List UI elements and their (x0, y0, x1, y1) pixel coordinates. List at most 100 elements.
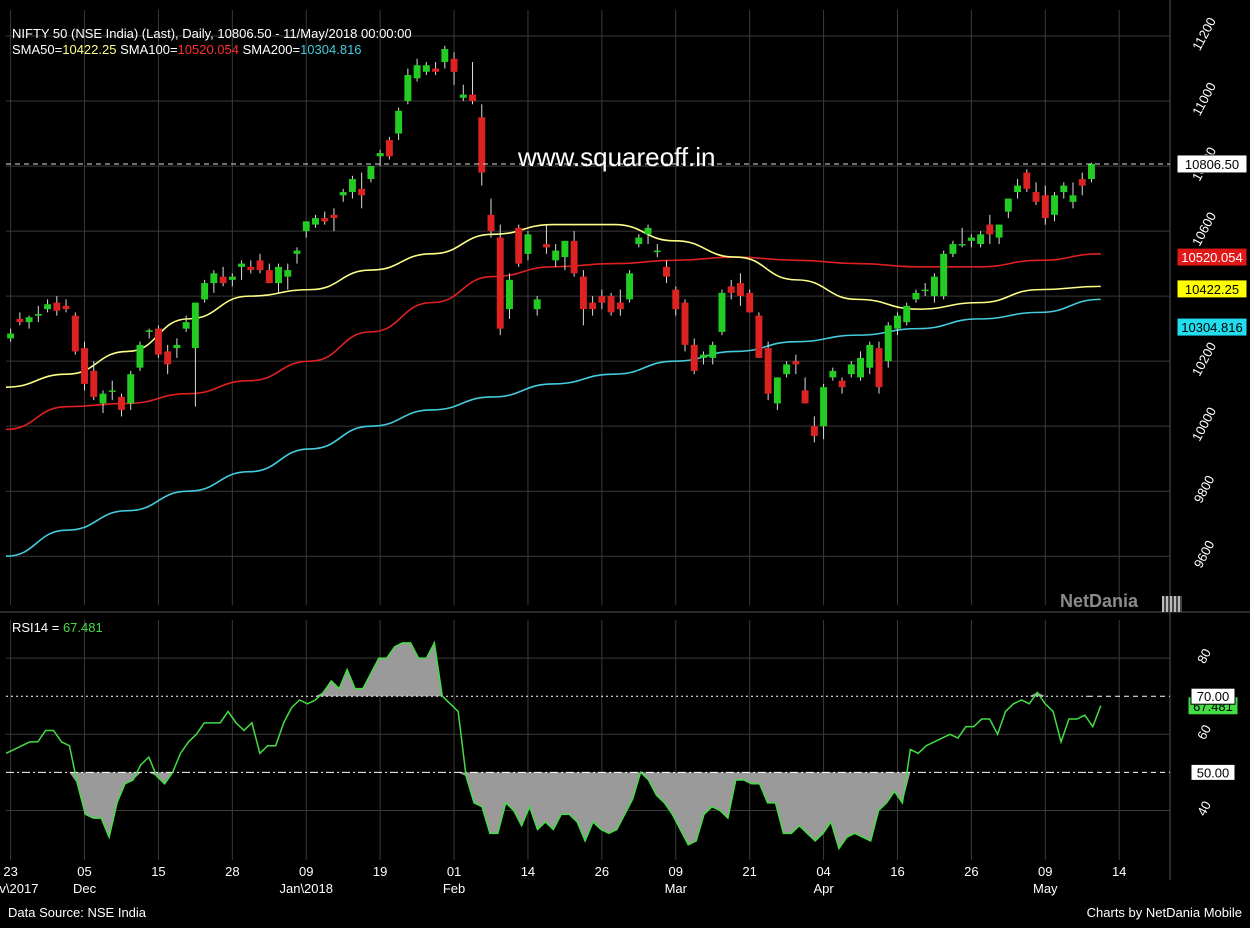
time-axis-label: 09 (669, 864, 683, 879)
chart-credit-text: Charts by NetDania Mobile (1086, 905, 1242, 920)
candle-body (238, 263, 246, 267)
candle-body (53, 302, 61, 311)
candle-body (663, 266, 670, 277)
time-axis-label: 01 (447, 864, 461, 879)
candle-body (930, 276, 938, 297)
candle-body (34, 314, 42, 316)
sma200-legend-value: 10304.816 (300, 42, 362, 57)
candle-body (626, 273, 634, 300)
candle-body (1051, 195, 1058, 215)
candle-body (293, 250, 301, 254)
time-axis-label: 14 (1112, 864, 1126, 879)
candle-body (644, 227, 652, 235)
candle-body (866, 344, 874, 368)
candle-body (949, 244, 957, 254)
candle-body (838, 380, 846, 388)
price-tag-label: 10806.50 (1185, 157, 1239, 172)
price-tag-box (1176, 317, 1248, 337)
time-axis-label: 23 (3, 864, 17, 879)
candle-body (191, 302, 199, 349)
data-source-text: Data Source: NSE India (8, 905, 147, 920)
price-axis-label: 11000 (1189, 80, 1219, 118)
price-tag-label: 10422.25 (1185, 282, 1239, 297)
candle-body (1004, 198, 1012, 212)
candle-body (967, 237, 975, 241)
candle-body (857, 357, 864, 378)
time-axis-month-label: May (1033, 881, 1058, 896)
candle-body (672, 289, 680, 310)
sma100-legend-label: SMA100= (116, 42, 178, 57)
candle-body (302, 221, 310, 232)
rsi-overbought-fill (6, 642, 1101, 697)
candle-body (1069, 195, 1077, 202)
time-axis-label: 04 (816, 864, 830, 879)
candle-body (228, 276, 236, 280)
candle-body (330, 214, 338, 219)
candle-body (145, 330, 153, 332)
candle-body (875, 348, 883, 388)
candle-body (413, 65, 421, 79)
price-axis-label: 9800 (1191, 473, 1218, 506)
price-tag-box (1176, 279, 1248, 299)
candle-body (358, 188, 366, 196)
candle-body (1088, 163, 1095, 180)
candle-body (312, 218, 319, 225)
candle-body (90, 370, 98, 397)
candle-body (256, 260, 264, 271)
price-tag-box (1176, 154, 1248, 174)
candle-body (367, 166, 375, 180)
candle-body (441, 49, 449, 63)
candle-body (118, 396, 125, 410)
candle-body (561, 240, 569, 258)
candle-body (16, 318, 24, 323)
candle-body (589, 302, 597, 310)
candle-body (450, 58, 458, 72)
candle-body (284, 270, 292, 277)
candle-body (727, 286, 735, 293)
candle-body (1023, 172, 1031, 189)
candle-body (533, 299, 541, 310)
candle-body (524, 234, 532, 254)
candle-body (801, 390, 809, 404)
candle-body (432, 68, 440, 72)
candle-body (1041, 195, 1049, 219)
candle-body (127, 374, 135, 404)
candle-body (25, 317, 33, 323)
rsi-axis-label: 80 (1194, 646, 1214, 666)
candle-body (764, 348, 772, 394)
candle-body (62, 305, 70, 310)
candle-body (607, 296, 615, 313)
time-axis-label: 09 (1038, 864, 1052, 879)
candle-body (977, 234, 985, 245)
price-axis-label: 10600 (1189, 209, 1219, 248)
candle-body (746, 292, 754, 313)
rsi-level-tag-label: 70.00 (1197, 689, 1230, 704)
candle-body (598, 296, 606, 303)
candle-body (903, 305, 911, 323)
candle-body (552, 250, 560, 261)
price-axis-label: 10200 (1189, 340, 1219, 379)
candle-body (136, 344, 144, 368)
candle-body (385, 140, 393, 157)
time-axis-month-label: Nov\2017 (0, 881, 38, 896)
sma50-line (5, 223, 1101, 388)
candle-body (1032, 192, 1040, 202)
price-tag-label: 10520.054 (1181, 250, 1242, 265)
rsi-axis-label: 40 (1194, 798, 1214, 818)
candle-body (247, 266, 255, 271)
chart-title: NIFTY 50 (NSE India) (Last), Daily, 1080… (12, 26, 412, 41)
time-axis-label: 26 (964, 864, 978, 879)
time-axis-label: 09 (299, 864, 313, 879)
rsi-level-tag (1190, 687, 1236, 705)
sma50-legend-label: SMA50= (12, 42, 63, 57)
time-axis-month-label: Dec (73, 881, 97, 896)
candle-body (773, 377, 781, 404)
candle-body (542, 244, 550, 248)
time-axis-label: 15 (151, 864, 165, 879)
candle-body (154, 328, 162, 355)
candle-body (847, 364, 855, 375)
candle-body (515, 227, 523, 264)
candle-body (339, 192, 347, 196)
candle-body (173, 344, 181, 349)
rsi-legend-value: 67.481 (62, 620, 103, 635)
